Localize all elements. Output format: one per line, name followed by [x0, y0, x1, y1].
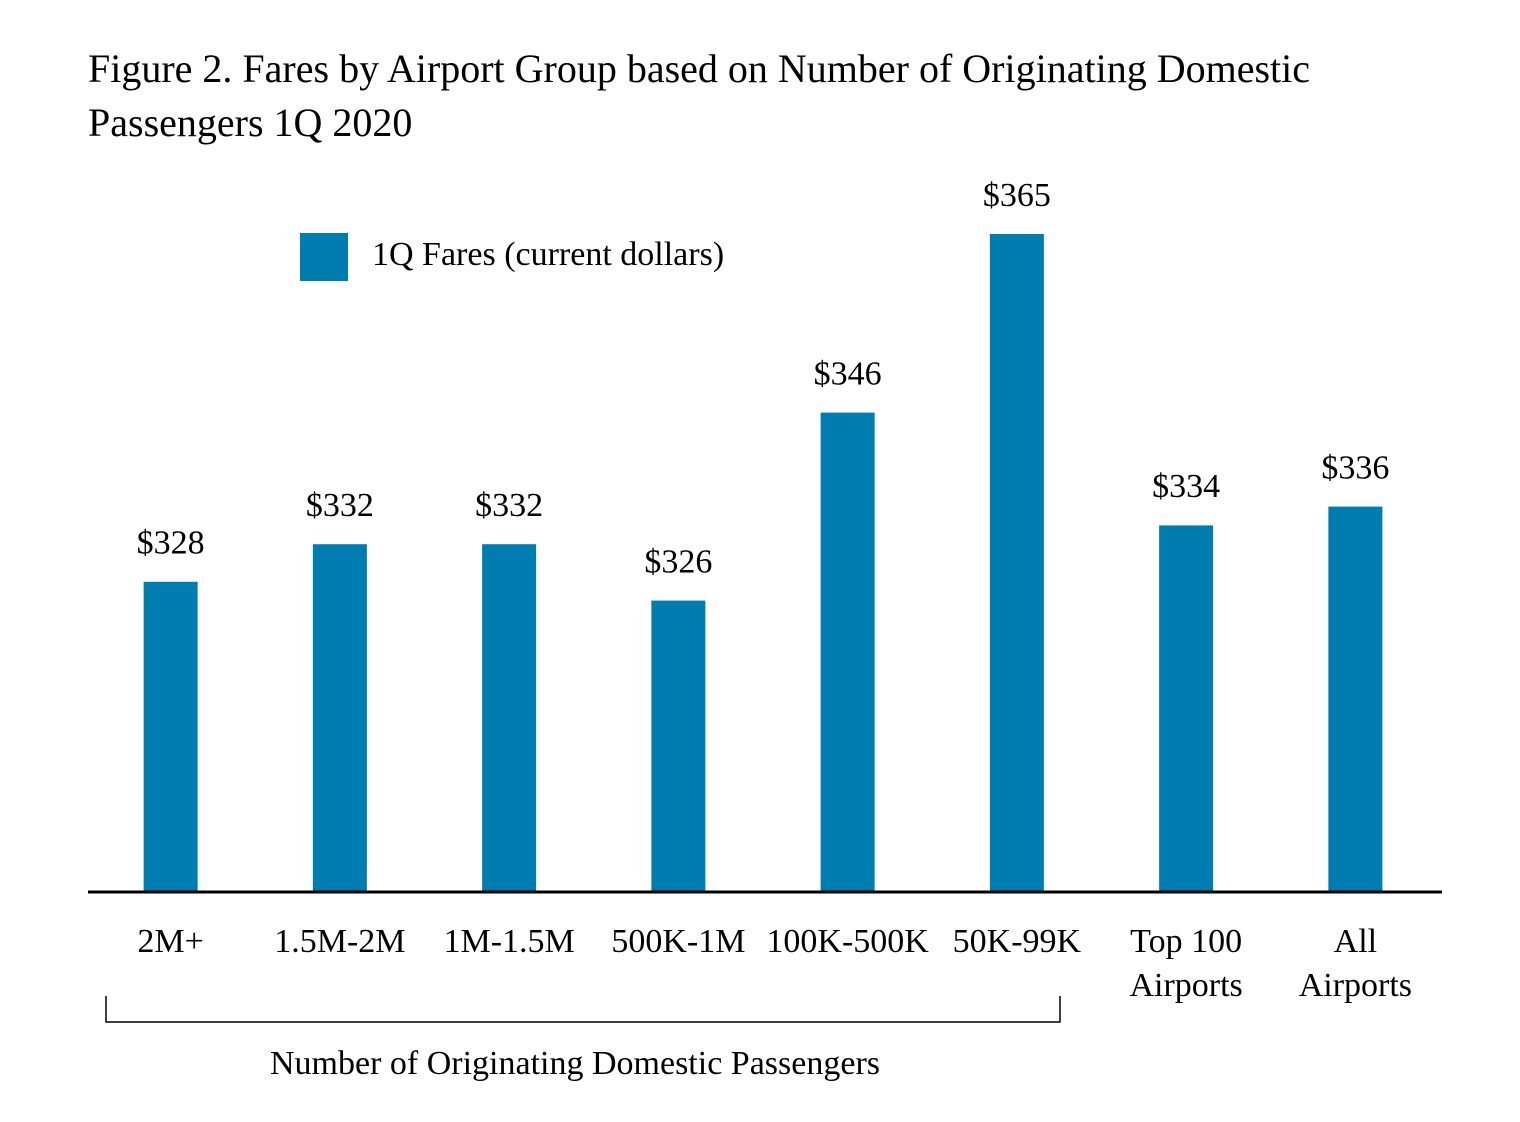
- data-label: $332: [306, 487, 374, 524]
- x-tick-label: 50K-99K: [952, 923, 1082, 960]
- bar: [651, 600, 706, 892]
- data-label: $336: [1321, 449, 1389, 486]
- data-label: $328: [137, 525, 205, 562]
- x-tick-label: Top 100 Airports: [1129, 923, 1243, 1004]
- x-tick-label: 1M-1.5M: [443, 923, 575, 960]
- bar: [989, 234, 1044, 892]
- x-tick-label: 100K-500K: [766, 923, 929, 960]
- bar: [820, 412, 875, 892]
- legend-label: 1Q Fares (current dollars): [372, 236, 724, 273]
- x-tick-label: 500K-1M: [611, 923, 746, 960]
- data-label: $326: [644, 543, 712, 580]
- data-label: $334: [1152, 468, 1220, 505]
- x-axis-label: Number of Originating Domestic Passenger…: [270, 1045, 880, 1082]
- x-tick-label: 2M+: [137, 923, 204, 960]
- bar: [1328, 506, 1383, 892]
- legend-swatch: [300, 233, 348, 281]
- x-tick-label: All Airports: [1298, 923, 1413, 1004]
- bar: [1159, 525, 1214, 892]
- data-label: $365: [983, 177, 1051, 214]
- data-label: $332: [475, 487, 543, 524]
- bracket: [105, 996, 1061, 1023]
- chart-title: Figure 2. Fares by Airport Group based o…: [88, 46, 1311, 145]
- bar: [143, 581, 198, 892]
- bar: [482, 544, 537, 892]
- bar: [312, 544, 367, 892]
- x-tick-label: 1.5M-2M: [274, 923, 406, 960]
- data-label: $346: [814, 355, 882, 392]
